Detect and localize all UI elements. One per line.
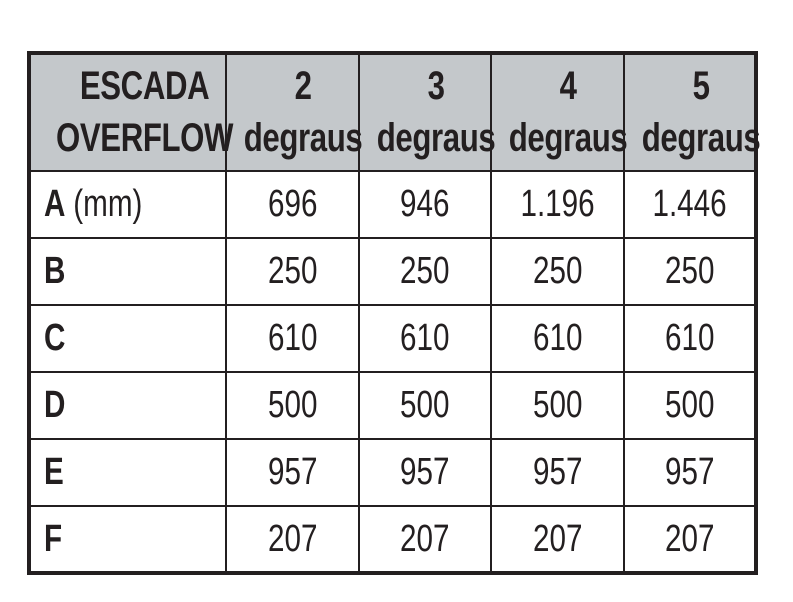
row-label: C	[44, 317, 66, 359]
table-row-d: D 500 500 500 500	[28, 371, 757, 440]
row-label: F	[44, 517, 62, 560]
cell-value: 250	[490, 237, 625, 306]
cell-value: 610	[225, 304, 360, 373]
cell-value: 957	[358, 438, 492, 507]
cell-value: 207	[358, 505, 492, 574]
cell-value: 207	[623, 505, 757, 574]
row-label-cell: E	[28, 438, 227, 507]
cell-value: 250	[623, 237, 757, 306]
header-cell-3-degraus: 3 degraus	[358, 52, 496, 172]
table-row-f: F 207 207 207 207	[28, 505, 757, 574]
header-label: 3 degraus	[376, 64, 496, 160]
row-label: B	[44, 250, 66, 292]
cell-value: 207	[225, 505, 360, 574]
row-label-cell: D	[28, 371, 227, 440]
header-row: ESCADA OVERFLOW 2 degraus 3 degraus 4 de…	[28, 52, 761, 172]
cell-value: 250	[358, 237, 492, 306]
cell-value: 610	[490, 304, 625, 373]
table-row-a: A (mm) 696 946 1.196 1.446	[28, 170, 757, 239]
cell-value: 500	[358, 371, 492, 440]
row-label-note: (mm)	[65, 183, 143, 225]
header-cell-escada-overflow: ESCADA OVERFLOW	[28, 52, 234, 172]
cell-value: 250	[225, 237, 360, 306]
row-label: D	[44, 384, 66, 426]
row-label-cell: A (mm)	[28, 170, 227, 239]
cell-value: 957	[623, 438, 757, 507]
cell-value: 500	[623, 371, 757, 440]
header-label: 2 degraus	[243, 64, 363, 160]
table-body: A (mm) 696 946 1.196 1.446 B 250 250 250…	[28, 170, 757, 574]
cell-value: 957	[490, 438, 625, 507]
cell-value: 610	[358, 304, 492, 373]
cell-value: 207	[490, 505, 625, 574]
row-label-cell: B	[28, 237, 227, 306]
cell-value: 696	[225, 170, 360, 239]
header-cell-5-degraus: 5 degraus	[623, 52, 761, 172]
row-label-cell: F	[28, 505, 227, 574]
cell-value: 500	[490, 371, 625, 440]
cell-value: 610	[623, 304, 757, 373]
header-label: 5 degraus	[641, 64, 761, 160]
header-cell-2-degraus: 2 degraus	[225, 52, 363, 172]
cell-value: 1.196	[490, 170, 625, 239]
cell-value: 957	[225, 438, 360, 507]
row-label: E	[44, 451, 64, 493]
header-cell-4-degraus: 4 degraus	[490, 52, 628, 172]
header-label: ESCADA OVERFLOW	[55, 64, 234, 160]
header-label: 4 degraus	[508, 64, 628, 160]
table-header: ESCADA OVERFLOW 2 degraus 3 degraus 4 de…	[28, 52, 761, 172]
cell-value: 500	[225, 371, 360, 440]
table-row-b: B 250 250 250 250	[28, 237, 757, 306]
cell-value: 946	[358, 170, 492, 239]
spec-table: ESCADA OVERFLOW 2 degraus 3 degraus 4 de…	[27, 51, 761, 575]
table-row-e: E 957 957 957 957	[28, 438, 757, 507]
table-row-c: C 610 610 610 610	[28, 304, 757, 373]
row-label-cell: C	[28, 304, 227, 373]
cell-value: 1.446	[623, 170, 757, 239]
row-label: A	[44, 183, 66, 225]
